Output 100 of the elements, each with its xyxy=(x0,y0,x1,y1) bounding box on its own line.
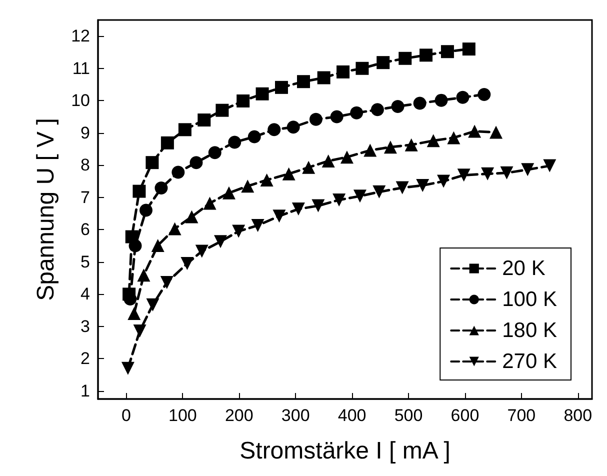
point xyxy=(208,146,222,160)
point xyxy=(447,131,460,144)
point xyxy=(353,190,366,203)
point xyxy=(274,80,288,94)
point xyxy=(251,218,264,232)
point xyxy=(160,276,174,290)
point xyxy=(236,94,250,108)
point xyxy=(185,210,198,224)
point xyxy=(216,104,229,117)
point xyxy=(302,160,316,174)
legend-label: 20 K xyxy=(502,257,546,280)
y-tick-label: 2 xyxy=(80,349,90,368)
point xyxy=(521,163,534,176)
point xyxy=(260,173,274,186)
point xyxy=(160,136,174,150)
point xyxy=(297,75,310,88)
y-tick-label: 10 xyxy=(71,91,90,110)
x-tick-label: 600 xyxy=(450,406,480,425)
point xyxy=(168,222,182,236)
point xyxy=(468,124,482,138)
point xyxy=(543,159,556,172)
y-tick-label: 11 xyxy=(72,58,90,78)
x-tick-label: 200 xyxy=(224,406,254,425)
point xyxy=(128,307,141,320)
x-tick-label: 100 xyxy=(168,406,197,425)
point xyxy=(132,184,146,198)
point xyxy=(282,167,296,180)
point xyxy=(398,52,412,65)
point xyxy=(384,140,397,154)
point xyxy=(154,182,168,195)
point xyxy=(478,88,491,102)
point xyxy=(190,156,203,170)
x-tick-label: 400 xyxy=(338,406,366,425)
y-tick-label: 6 xyxy=(80,220,90,240)
point xyxy=(286,120,300,134)
point xyxy=(332,193,346,206)
point xyxy=(272,210,286,223)
point xyxy=(457,168,470,182)
point xyxy=(440,45,454,58)
point xyxy=(268,123,281,136)
point xyxy=(228,136,242,149)
point xyxy=(121,362,134,375)
point xyxy=(222,186,236,200)
point xyxy=(256,87,269,100)
y-tick-label: 12 xyxy=(71,26,90,46)
point xyxy=(372,185,386,198)
point xyxy=(481,167,494,180)
point xyxy=(437,174,450,188)
point xyxy=(350,106,364,120)
point xyxy=(195,244,208,258)
point xyxy=(490,126,503,139)
point xyxy=(364,144,377,157)
x-tick-label: 800 xyxy=(564,406,592,425)
point xyxy=(312,199,325,212)
point xyxy=(198,113,211,126)
point xyxy=(241,180,254,193)
point xyxy=(500,166,514,180)
point xyxy=(391,100,404,113)
point xyxy=(462,42,476,56)
point xyxy=(214,235,228,248)
point xyxy=(292,202,305,216)
point xyxy=(248,130,261,144)
point xyxy=(146,156,159,170)
point xyxy=(178,123,192,136)
x-axis-title: Stromstärke I [ mA ] xyxy=(240,438,450,464)
legend-label: 180 K xyxy=(502,319,558,342)
point xyxy=(416,178,430,192)
point xyxy=(456,90,470,104)
point xyxy=(340,150,354,164)
point xyxy=(426,134,440,148)
point xyxy=(146,298,160,312)
point xyxy=(356,62,369,75)
point xyxy=(140,204,152,217)
y-tick-label: 5 xyxy=(80,252,90,272)
point xyxy=(309,112,322,126)
y-tick-label: 4 xyxy=(80,284,90,304)
point xyxy=(137,268,150,282)
point xyxy=(376,56,390,70)
point xyxy=(434,94,448,107)
x-tick-label: 300 xyxy=(281,406,310,425)
y-tick-label: 9 xyxy=(80,123,90,142)
point xyxy=(317,71,330,84)
legend-label: 100 K xyxy=(502,288,558,311)
point xyxy=(420,48,433,62)
x-tick-label: 0 xyxy=(121,406,131,425)
legend-label: 270 K xyxy=(502,350,558,373)
y-tick-label: 8 xyxy=(80,156,90,175)
y-tick-label: 3 xyxy=(80,316,90,336)
y-axis-title: Spannung U [ V ] xyxy=(32,118,60,301)
point xyxy=(322,154,335,168)
point xyxy=(180,257,194,270)
point xyxy=(151,238,164,252)
point xyxy=(133,324,146,338)
point xyxy=(203,196,216,210)
point xyxy=(370,103,384,116)
point xyxy=(396,181,409,194)
y-tick-label: 1 xyxy=(80,381,90,400)
point xyxy=(330,110,344,124)
point xyxy=(404,138,418,152)
x-tick-label: 500 xyxy=(394,406,423,425)
